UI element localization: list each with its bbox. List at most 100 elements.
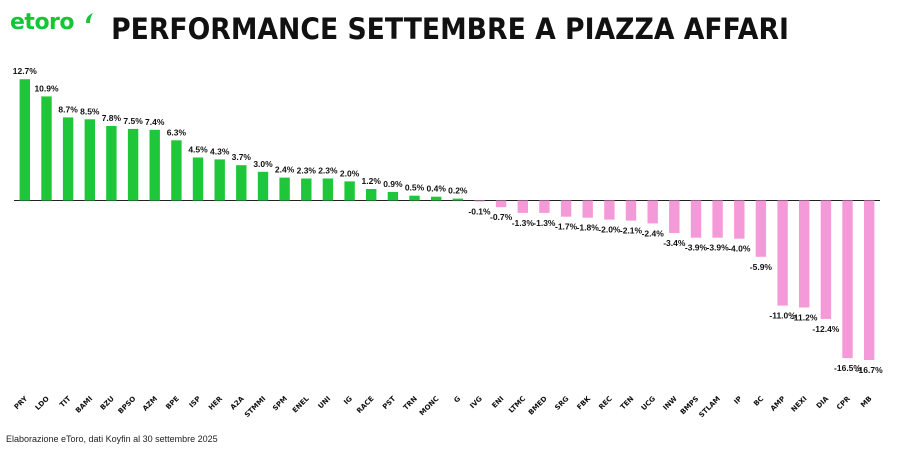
category-tick-label: AZM bbox=[141, 395, 159, 413]
data-label: -3.9% bbox=[685, 243, 708, 253]
data-label: 12.7% bbox=[13, 66, 38, 76]
bar-bpe bbox=[171, 140, 182, 201]
data-label: -1.8% bbox=[577, 223, 600, 233]
bar-fbk bbox=[582, 200, 593, 218]
data-label: 7.4% bbox=[145, 117, 165, 127]
category-tick-label: STMMI bbox=[243, 395, 267, 419]
chart-title: PERFORMANCE SETTEMBRE A PIAZZA AFFARI bbox=[111, 12, 789, 46]
category-tick-label: ENI bbox=[490, 395, 505, 410]
category-tick-label: STLAM bbox=[697, 395, 722, 420]
category-tick-label: FBK bbox=[575, 394, 592, 411]
data-label: 0.2% bbox=[448, 186, 468, 196]
bar-enel bbox=[301, 178, 312, 201]
bar-a2a bbox=[236, 165, 247, 201]
bar-ucg bbox=[647, 200, 658, 224]
category-tick-label: AMP bbox=[769, 395, 787, 413]
category-tick-label: LDO bbox=[34, 395, 51, 412]
category-tick-label: G bbox=[452, 395, 462, 405]
bar-bzu bbox=[106, 126, 117, 201]
data-label: 0.4% bbox=[427, 184, 447, 194]
bar-tit bbox=[62, 117, 74, 201]
category-tick-label: CPR bbox=[835, 394, 852, 411]
category-tick-label: MB bbox=[859, 395, 873, 409]
category-tick-label: PRY bbox=[13, 394, 30, 411]
bar-inw bbox=[669, 200, 680, 233]
data-label: -3.9% bbox=[706, 243, 729, 253]
data-label: 6.3% bbox=[167, 127, 187, 137]
logo-text: etoro bbox=[10, 10, 75, 35]
data-label: -1.3% bbox=[512, 218, 535, 228]
category-tick-label: BZU bbox=[99, 395, 116, 412]
bar-pst bbox=[387, 191, 399, 201]
category-tick-label: NEXI bbox=[790, 395, 809, 414]
data-label: 10.9% bbox=[34, 83, 59, 93]
data-label: -1.7% bbox=[555, 222, 578, 232]
category-tick-label: UCG bbox=[640, 395, 658, 413]
bar-bpso bbox=[127, 128, 139, 201]
category-tick-label: SRG bbox=[553, 395, 570, 412]
bar-bmps bbox=[690, 200, 702, 238]
category-tick-label: BMED bbox=[527, 395, 549, 417]
data-label: 0.9% bbox=[383, 179, 403, 189]
category-tick-label: BPSO bbox=[117, 395, 138, 416]
bar-ig bbox=[344, 181, 355, 201]
bar-g bbox=[452, 198, 463, 201]
bar-uni bbox=[322, 178, 334, 201]
category-tick-label: PST bbox=[381, 395, 397, 411]
bar-azm bbox=[149, 129, 160, 201]
bar-ten bbox=[625, 200, 637, 221]
data-label: 7.8% bbox=[102, 113, 122, 123]
bar-srg bbox=[560, 200, 572, 217]
bar-monc bbox=[431, 196, 442, 201]
logo-leaf-icon bbox=[86, 13, 93, 23]
data-label: 1.2% bbox=[362, 176, 382, 186]
bar-ip bbox=[734, 200, 745, 239]
bar-nexi bbox=[799, 200, 810, 308]
category-tick-label: IVG bbox=[469, 395, 485, 411]
bar-bami bbox=[84, 119, 95, 201]
bar-cpr bbox=[842, 200, 853, 359]
bar-spm bbox=[279, 177, 290, 201]
category-tick-label: IP bbox=[733, 395, 744, 406]
data-label: -0.1% bbox=[468, 207, 491, 217]
bar-amp bbox=[777, 200, 788, 306]
category-tick-label: A2A bbox=[229, 394, 246, 411]
category-tick-label: REC bbox=[597, 395, 613, 411]
data-label: -2.0% bbox=[598, 225, 621, 235]
category-tick-label: TIT bbox=[58, 395, 72, 409]
data-label: -2.1% bbox=[620, 226, 643, 236]
data-label: 3.0% bbox=[253, 159, 273, 169]
bar-eni bbox=[495, 200, 507, 208]
etoro-logo: etoro bbox=[10, 10, 75, 35]
data-label: -4.0% bbox=[728, 244, 751, 254]
data-label: -16.5% bbox=[834, 363, 861, 373]
category-tick-label: IG bbox=[342, 395, 354, 407]
category-tick-label: UNI bbox=[317, 395, 333, 411]
data-label: -2.4% bbox=[642, 228, 665, 238]
data-label: -1.3% bbox=[533, 218, 556, 228]
data-label: -12.4% bbox=[812, 324, 839, 334]
category-tick-label: TEN bbox=[619, 395, 636, 412]
bar-rec bbox=[604, 200, 615, 220]
bar-her bbox=[214, 159, 225, 201]
bar-bmed bbox=[539, 200, 550, 213]
data-label: 2.3% bbox=[297, 166, 317, 176]
data-label: -11.2% bbox=[791, 313, 818, 323]
data-label: 8.5% bbox=[80, 106, 100, 116]
source-note: Elaborazione eToro, dati Koyfin al 30 se… bbox=[6, 434, 218, 444]
bar-ldo bbox=[41, 96, 52, 201]
data-label: 0.5% bbox=[405, 183, 425, 193]
bar-stmmi bbox=[257, 171, 269, 201]
bar-isp bbox=[192, 157, 204, 201]
data-label: 2.4% bbox=[275, 165, 295, 175]
category-tick-label: BPE bbox=[164, 395, 181, 412]
category-tick-label: ENEL bbox=[291, 394, 311, 414]
category-tick-label: DIA bbox=[815, 394, 831, 410]
data-label: 8.7% bbox=[58, 104, 78, 114]
data-label: 2.0% bbox=[340, 168, 360, 178]
data-label: -16.7% bbox=[856, 365, 883, 375]
category-tick-label: BAMI bbox=[74, 395, 94, 415]
bar-race bbox=[366, 189, 377, 201]
bar-mb bbox=[864, 200, 875, 360]
